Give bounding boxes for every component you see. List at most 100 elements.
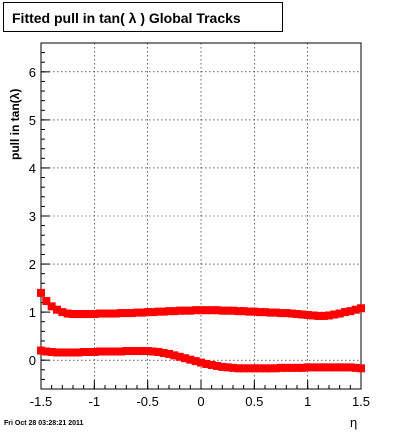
- data-point: [277, 363, 285, 372]
- data-point: [37, 346, 45, 355]
- data-point: [314, 311, 323, 320]
- data-point: [277, 309, 285, 318]
- x-tick-label: -1: [89, 394, 101, 409]
- data-point: [325, 311, 333, 320]
- data-point: [175, 352, 184, 361]
- data-point: [234, 364, 243, 373]
- datestamp: Fri Oct 28 03:28:21 2011: [4, 420, 84, 427]
- data-markers: [37, 288, 365, 373]
- data-point: [143, 347, 152, 356]
- data-point: [143, 308, 152, 317]
- data-point: [245, 307, 253, 316]
- data-point: [181, 306, 189, 315]
- data-point: [58, 308, 67, 317]
- data-point: [351, 363, 360, 372]
- data-point: [341, 308, 349, 317]
- data-point: [282, 309, 291, 318]
- data-point: [74, 310, 83, 319]
- data-point: [69, 348, 77, 357]
- data-point: [207, 306, 216, 315]
- data-point: [175, 306, 184, 315]
- data-point: [293, 363, 301, 372]
- data-point: [197, 358, 205, 367]
- x-tick-label: 0: [197, 394, 204, 409]
- chart-title: Fitted pull in tan( λ ) Global Tracks: [3, 2, 283, 32]
- data-point: [127, 309, 136, 318]
- data-point: [159, 348, 168, 357]
- data-point: [127, 347, 136, 356]
- data-point: [213, 306, 221, 315]
- data-point: [239, 307, 248, 316]
- y-tick-label: 3: [29, 209, 36, 224]
- data-point: [346, 307, 355, 316]
- data-point: [79, 347, 88, 356]
- data-point: [245, 364, 253, 373]
- data-point: [138, 347, 147, 356]
- data-point: [309, 363, 317, 372]
- y-tick-label: 1: [29, 305, 36, 320]
- x-tick-label: 1: [304, 394, 311, 409]
- x-tick-label: -0.5: [136, 394, 158, 409]
- data-point: [106, 347, 115, 356]
- data-point: [191, 357, 200, 366]
- data-point: [282, 363, 291, 372]
- grid-lines: [41, 43, 361, 389]
- data-point: [261, 308, 269, 317]
- data-point: [309, 311, 317, 320]
- data-point: [170, 307, 179, 316]
- data-point: [298, 363, 307, 372]
- x-tick-label: 0.5: [245, 394, 263, 409]
- data-point: [90, 347, 99, 356]
- data-point: [287, 309, 296, 318]
- data-point: [63, 348, 72, 357]
- data-point: [170, 351, 179, 360]
- data-point: [47, 347, 56, 356]
- data-point: [319, 363, 328, 372]
- data-point: [271, 308, 280, 317]
- data-point: [218, 362, 227, 371]
- data-point: [234, 307, 243, 316]
- data-point: [165, 307, 173, 316]
- data-point: [229, 306, 237, 315]
- data-point: [319, 311, 328, 320]
- data-point: [42, 297, 51, 306]
- data-point: [341, 363, 349, 372]
- data-point: [106, 309, 115, 318]
- data-point: [101, 347, 109, 356]
- data-point: [122, 309, 131, 318]
- data-point: [218, 306, 227, 315]
- data-point: [213, 361, 221, 370]
- data-point: [165, 349, 173, 358]
- data-point: [159, 307, 168, 316]
- data-point: [255, 364, 264, 373]
- data-point: [79, 310, 88, 319]
- data-point: [101, 309, 109, 318]
- data-point: [303, 363, 312, 372]
- data-point: [207, 360, 216, 369]
- data-point: [53, 348, 61, 357]
- data-point: [261, 364, 269, 373]
- data-point: [111, 347, 120, 356]
- data-point: [266, 364, 275, 373]
- data-point: [330, 363, 339, 372]
- data-point: [74, 348, 83, 357]
- data-point: [357, 304, 365, 313]
- data-point: [181, 354, 189, 363]
- data-point: [298, 310, 307, 319]
- data-point: [95, 347, 104, 356]
- data-point: [85, 310, 93, 319]
- data-point: [271, 364, 280, 373]
- x-axis-label: η: [350, 415, 358, 430]
- data-point: [293, 310, 301, 319]
- axis-tick-labels: -1.5 -1 -0.5 0 0.5 1 1.5 0 1 2 3 4 5 6: [29, 65, 370, 409]
- data-point: [191, 306, 200, 315]
- data-point: [303, 310, 312, 319]
- data-point: [42, 347, 51, 356]
- data-point: [138, 308, 147, 317]
- y-tick-label: 4: [29, 161, 36, 176]
- data-point: [149, 347, 157, 356]
- data-point: [202, 306, 211, 315]
- y-tick-label: 2: [29, 257, 36, 272]
- axis-ticks: [40, 52, 362, 390]
